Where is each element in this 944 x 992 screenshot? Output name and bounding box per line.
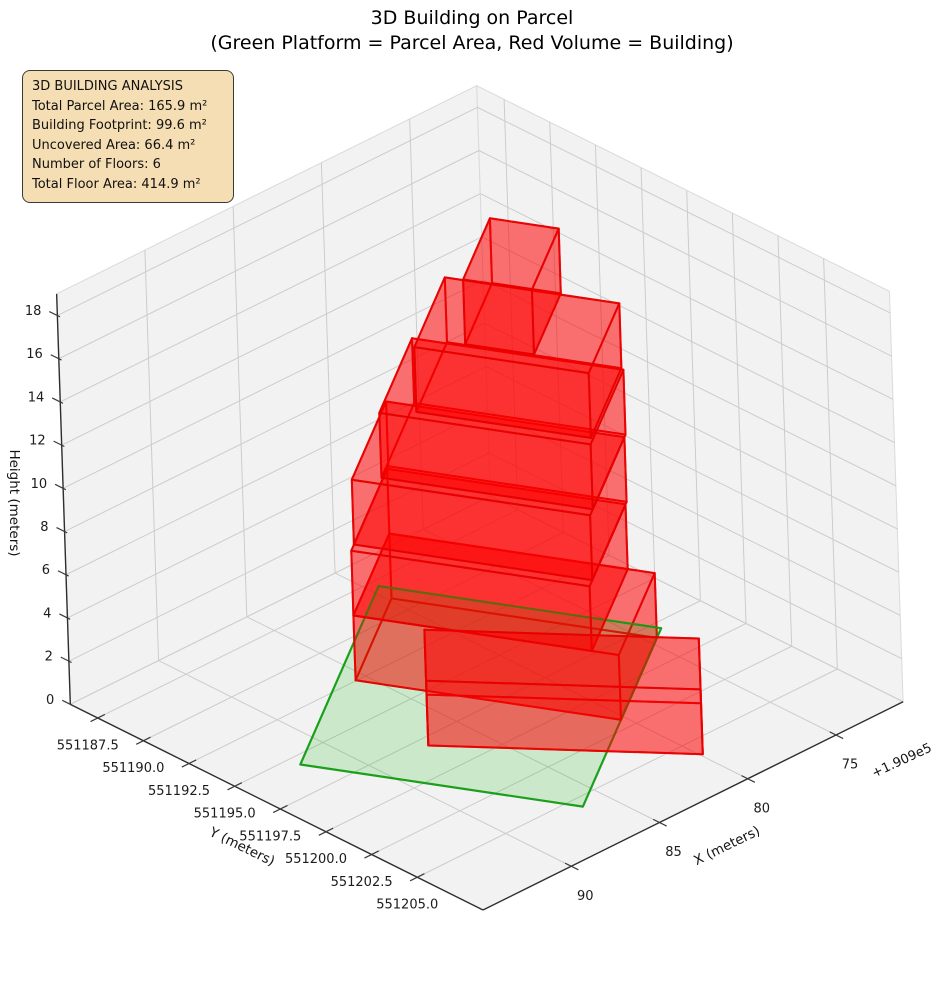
y-tick-label: 551205.0 — [376, 898, 438, 913]
floor-1-main — [352, 614, 622, 721]
info-line-floors: Number of Floors: 6 — [32, 157, 161, 173]
z-tick-label: 8 — [40, 520, 48, 535]
floor-5 — [413, 346, 592, 439]
z-tick-label: 4 — [43, 606, 51, 621]
y-tick-label: 551200.0 — [285, 852, 347, 867]
plot-subtitle: (Green Platform = Parcel Area, Red Volum… — [210, 32, 734, 54]
y-tick-label: 551192.5 — [148, 784, 210, 799]
axes-panes — [56, 84, 905, 911]
z-axis-line — [55, 293, 72, 705]
z-tick-label: 14 — [28, 390, 45, 405]
info-line-floor-area: Total Floor Area: 414.9 m² — [32, 176, 201, 192]
x-tick-label: 75 — [842, 758, 859, 773]
info-box-title: 3D BUILDING ANALYSIS — [32, 79, 184, 94]
info-line-parcel-area: Total Parcel Area: 165.9 m² — [32, 98, 208, 114]
floor-4 — [378, 411, 594, 511]
z-tick-label: 6 — [42, 563, 50, 578]
x-tick-label: 85 — [665, 845, 682, 860]
floor-3 — [350, 478, 594, 582]
y-tick-label: 551195.0 — [194, 807, 256, 822]
y-tick-label: 551190.0 — [102, 761, 164, 776]
z-axis-label: Height (meters) — [6, 449, 22, 557]
plot-title-block: 3D Building on Parcel (Green Platform = … — [0, 6, 944, 56]
tick-labels: 75808590551187.5551190.0551192.5551195.0… — [25, 304, 858, 913]
analysis-info-box: 3D BUILDING ANALYSIS Total Parcel Area: … — [22, 70, 234, 203]
floor-1-annex — [423, 628, 702, 691]
info-line-footprint: Building Footprint: 99.6 m² — [32, 118, 207, 134]
z-tick-label: 2 — [45, 650, 53, 665]
z-tick-label: 0 — [46, 693, 54, 708]
floor-6 — [462, 278, 535, 356]
z-tick-label: 12 — [29, 434, 46, 449]
info-line-uncovered: Uncovered Area: 66.4 m² — [32, 137, 196, 153]
tick-marks — [49, 310, 844, 882]
x-tick-label: 80 — [753, 801, 770, 816]
floor-2 — [350, 549, 593, 652]
y-tick-label: 551187.5 — [57, 738, 119, 753]
y-tick-label: 551197.5 — [239, 829, 301, 844]
z-tick-label: 10 — [31, 477, 48, 492]
floor-1-annex — [425, 679, 704, 756]
building-and-parcel — [299, 217, 704, 808]
plot-title: 3D Building on Parcel — [370, 7, 574, 29]
y-tick-label: 551202.5 — [331, 875, 393, 890]
x-tick-label: 90 — [577, 889, 594, 904]
z-tick-label: 18 — [25, 304, 42, 319]
x-axis-line — [482, 701, 904, 911]
z-tick-label: 16 — [26, 347, 43, 362]
axis-lines — [55, 293, 904, 911]
y-axis-line — [70, 703, 484, 911]
